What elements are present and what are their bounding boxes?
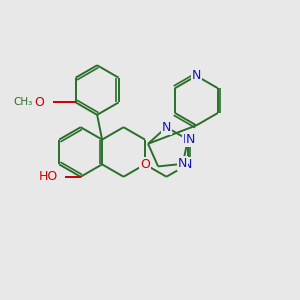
Text: CH₃: CH₃ [14,98,33,107]
Text: O: O [140,158,150,171]
Text: N: N [162,121,171,134]
Text: N: N [183,158,193,171]
Text: N: N [183,133,193,146]
Text: O: O [34,96,44,109]
Text: N: N [192,69,201,82]
Text: N: N [178,157,188,170]
Text: HO: HO [38,170,58,183]
Text: N: N [186,133,196,146]
